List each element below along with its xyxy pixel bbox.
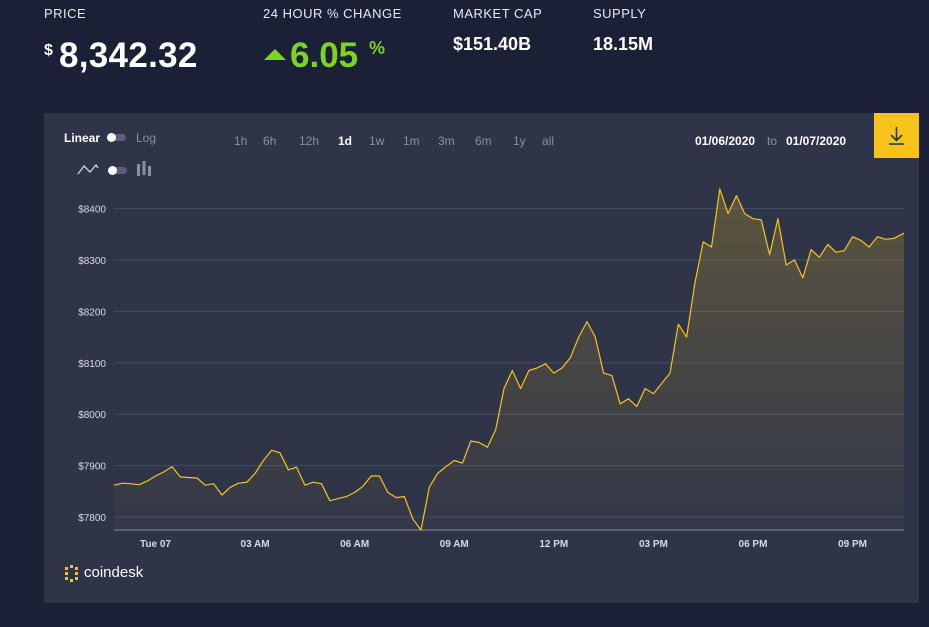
price-value: 8,342.32: [59, 36, 198, 75]
scale-log-label[interactable]: Log: [136, 131, 157, 145]
market-cap-value: $151.40B: [453, 34, 532, 54]
price-label: PRICE: [44, 6, 87, 21]
change-value: 6.05: [290, 36, 359, 75]
change-unit: %: [369, 38, 386, 58]
price-area-fill: [114, 188, 904, 530]
line-chart-icon[interactable]: [77, 162, 99, 176]
date-to-word: to: [767, 134, 778, 148]
y-tick-label: $7900: [78, 462, 106, 473]
range-button-all[interactable]: all: [542, 134, 555, 148]
chart-type-toggle[interactable]: [108, 166, 127, 175]
range-button-6h[interactable]: 6h: [263, 134, 277, 148]
coindesk-logo-icon: [65, 565, 78, 582]
y-tick-label: $8000: [78, 410, 106, 421]
range-button-12h[interactable]: 12h: [299, 134, 320, 148]
y-tick-label: $8400: [78, 204, 106, 215]
candlestick-chart-icon[interactable]: [136, 160, 152, 178]
x-tick-label: 03 AM: [241, 539, 270, 550]
x-tick-label: 12 PM: [539, 539, 568, 550]
x-tick-label: 03 PM: [639, 539, 668, 550]
scale-toggle[interactable]: [107, 133, 126, 142]
price-chart: $7800 $7900 $8000 $8100 $8200 $8300 $8400 Tue 0…: [78, 188, 905, 550]
x-tick-label: 06 AM: [340, 539, 369, 550]
range-button-3m[interactable]: 3m: [438, 134, 455, 148]
download-button[interactable]: [874, 113, 919, 158]
range-button-6m[interactable]: 6m: [475, 134, 492, 148]
range-button-1h[interactable]: 1h: [234, 134, 248, 148]
y-tick-label: $7800: [78, 513, 106, 524]
y-tick-label: $8100: [78, 359, 106, 370]
range-button-1d[interactable]: 1d: [338, 134, 353, 148]
supply-value: 18.15M: [593, 34, 654, 54]
toggle-knob: [107, 133, 116, 142]
change-label: 24 HOUR % CHANGE: [263, 6, 402, 21]
range-button-1m[interactable]: 1m: [403, 134, 420, 148]
supply-label: SUPPLY: [593, 6, 647, 21]
y-tick-label: $8200: [78, 307, 106, 318]
coindesk-brand-text: coindesk: [84, 564, 144, 581]
x-tick-label: 09 PM: [838, 539, 867, 550]
download-icon: [889, 127, 904, 145]
y-tick-label: $8300: [78, 256, 106, 267]
x-tick-label: 09 AM: [440, 539, 469, 550]
toggle-knob: [108, 166, 117, 175]
date-from[interactable]: 01/06/2020: [695, 134, 756, 148]
date-to[interactable]: 01/07/2020: [786, 134, 847, 148]
range-button-1y[interactable]: 1y: [513, 134, 526, 148]
scale-linear-label[interactable]: Linear: [64, 131, 101, 145]
chart-panel: $7800 $7900 $8000 $8100 $8200 $8300 $8400 Tue 0…: [44, 113, 919, 603]
market-cap-label: MARKET CAP: [453, 6, 543, 21]
x-tick-label: Tue 07: [140, 539, 171, 550]
x-tick-label: 06 PM: [739, 539, 768, 550]
range-button-1w[interactable]: 1w: [369, 134, 385, 148]
price-currency: $: [44, 42, 53, 59]
price-series-line: [113, 188, 905, 531]
change-up-arrow-icon: [264, 49, 286, 60]
